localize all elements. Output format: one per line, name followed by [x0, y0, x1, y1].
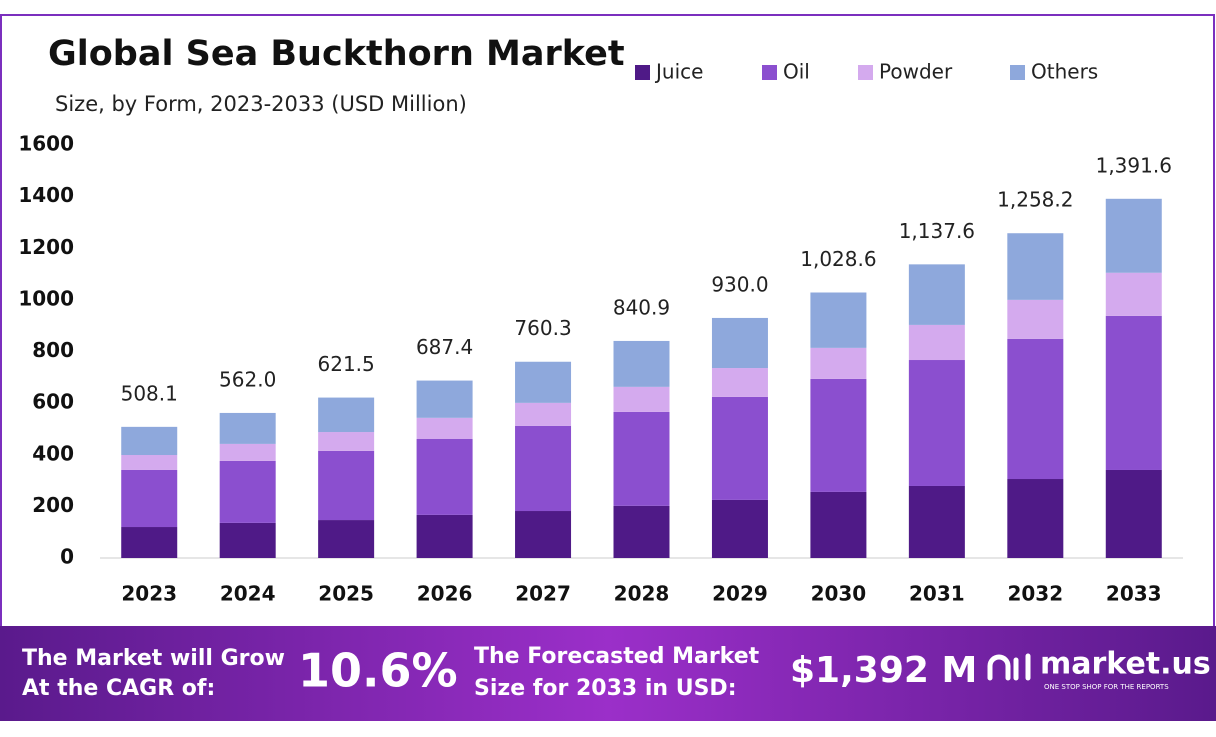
bar-segment	[515, 425, 572, 512]
bar-segment	[219, 443, 276, 461]
bar-segment	[515, 511, 572, 558]
x-tick-label: 2030	[811, 582, 867, 606]
bar-segment	[613, 411, 670, 506]
bar-segment	[1007, 479, 1064, 558]
plot: 0 200 400 600 800 1000 1200 1400 1600 2023 508.1 20…	[18, 60, 1183, 606]
bar-segment	[515, 402, 572, 426]
bar-segment	[121, 455, 178, 470]
bar-segment	[515, 361, 572, 403]
total-label: 760.3	[514, 316, 571, 340]
x-tick-label: 2024	[220, 582, 276, 606]
bar-segment	[810, 292, 867, 348]
chart-title: Global Sea Buckthorn Market	[48, 34, 625, 74]
bar-segment	[121, 426, 178, 456]
bar-segment	[1105, 315, 1162, 470]
legend-swatch	[858, 65, 873, 80]
bar-segment	[1105, 469, 1162, 558]
footer-text: The Forecasted Market	[474, 644, 760, 669]
y-tick-label: 1200	[18, 235, 74, 259]
brand: market.us	[1040, 647, 1211, 682]
bar-segment	[416, 514, 473, 558]
bar-segment	[416, 417, 473, 440]
total-label: 1,258.2	[997, 188, 1073, 212]
bar-segment	[1007, 338, 1064, 480]
x-tick-label: 2026	[417, 582, 473, 606]
bar-segment	[908, 360, 965, 486]
legend-label: Oil	[783, 60, 810, 84]
bar-segment	[1105, 272, 1162, 316]
x-tick-label: 2033	[1106, 582, 1162, 606]
footer-text: At the CAGR of:	[22, 676, 215, 701]
legend-label: Juice	[654, 60, 703, 84]
total-label: 1,137.6	[899, 219, 975, 243]
bar-segment	[613, 505, 670, 558]
total-label: 1,391.6	[1096, 153, 1172, 177]
bar-segment	[1007, 233, 1064, 300]
bar-segment	[318, 450, 375, 521]
bar-segment	[810, 491, 867, 558]
y-tick-label: 1600	[18, 132, 74, 156]
bar-segment	[318, 397, 375, 433]
bar-segment	[121, 527, 178, 558]
bar-segment	[711, 317, 768, 369]
y-tick-label: 1400	[18, 183, 74, 207]
bar-segment	[711, 368, 768, 397]
x-tick-label: 2029	[712, 582, 768, 606]
bar-segment	[908, 485, 965, 558]
bar-segment	[416, 439, 473, 515]
bar-segment	[219, 412, 276, 444]
footer-text: The Market will Grow	[22, 646, 285, 671]
bar-segment	[711, 396, 768, 500]
y-tick-label: 200	[32, 493, 74, 517]
total-label: 508.1	[121, 381, 178, 405]
total-label: 930.0	[711, 272, 768, 296]
chart-subtitle: Size, by Form, 2023-2033 (USD Million)	[55, 92, 467, 116]
footer-band	[0, 626, 1216, 721]
x-tick-label: 2031	[909, 582, 965, 606]
bar-segment	[810, 378, 867, 492]
bar-segment	[318, 520, 375, 558]
bar-segment	[810, 347, 867, 379]
y-tick-label: 600	[32, 390, 74, 414]
legend-label: Powder	[879, 60, 953, 84]
footer-text: Size for 2033 in USD:	[474, 676, 737, 701]
y-tick-label: 400	[32, 441, 74, 465]
bar-segment	[908, 324, 965, 361]
total-label: 687.4	[416, 335, 473, 359]
legend-swatch	[635, 65, 650, 80]
legend-label: Others	[1031, 60, 1098, 84]
forecast-value: $1,392 M	[790, 650, 977, 691]
tagline: ONE STOP SHOP FOR THE REPORTS	[1044, 683, 1169, 691]
x-tick-label: 2027	[515, 582, 571, 606]
bar-segment	[1007, 299, 1064, 339]
y-tick-label: 1000	[18, 286, 74, 310]
x-tick-label: 2032	[1007, 582, 1063, 606]
cagr-value: 10.6%	[298, 644, 458, 698]
y-tick-label: 800	[32, 338, 74, 362]
total-label: 621.5	[318, 352, 375, 376]
total-label: 840.9	[613, 295, 670, 319]
bar-segment	[711, 499, 768, 558]
bar-segment	[613, 340, 670, 387]
bar-segment	[613, 386, 670, 412]
bar-segment	[416, 380, 473, 418]
bar-segment	[219, 522, 276, 558]
x-tick-label: 2028	[614, 582, 670, 606]
bar-segment	[318, 432, 375, 451]
x-tick-label: 2023	[121, 582, 177, 606]
legend-swatch	[1010, 65, 1025, 80]
x-tick-label: 2025	[318, 582, 374, 606]
bar-segment	[121, 469, 178, 528]
logo-icon	[987, 653, 1031, 681]
total-label: 1,028.6	[800, 247, 876, 271]
y-tick-label: 0	[60, 545, 74, 569]
bar-segment	[219, 460, 276, 523]
bar-segment	[908, 264, 965, 325]
legend-swatch	[762, 65, 777, 80]
bar-segment	[1105, 198, 1162, 273]
total-label: 562.0	[219, 367, 276, 391]
